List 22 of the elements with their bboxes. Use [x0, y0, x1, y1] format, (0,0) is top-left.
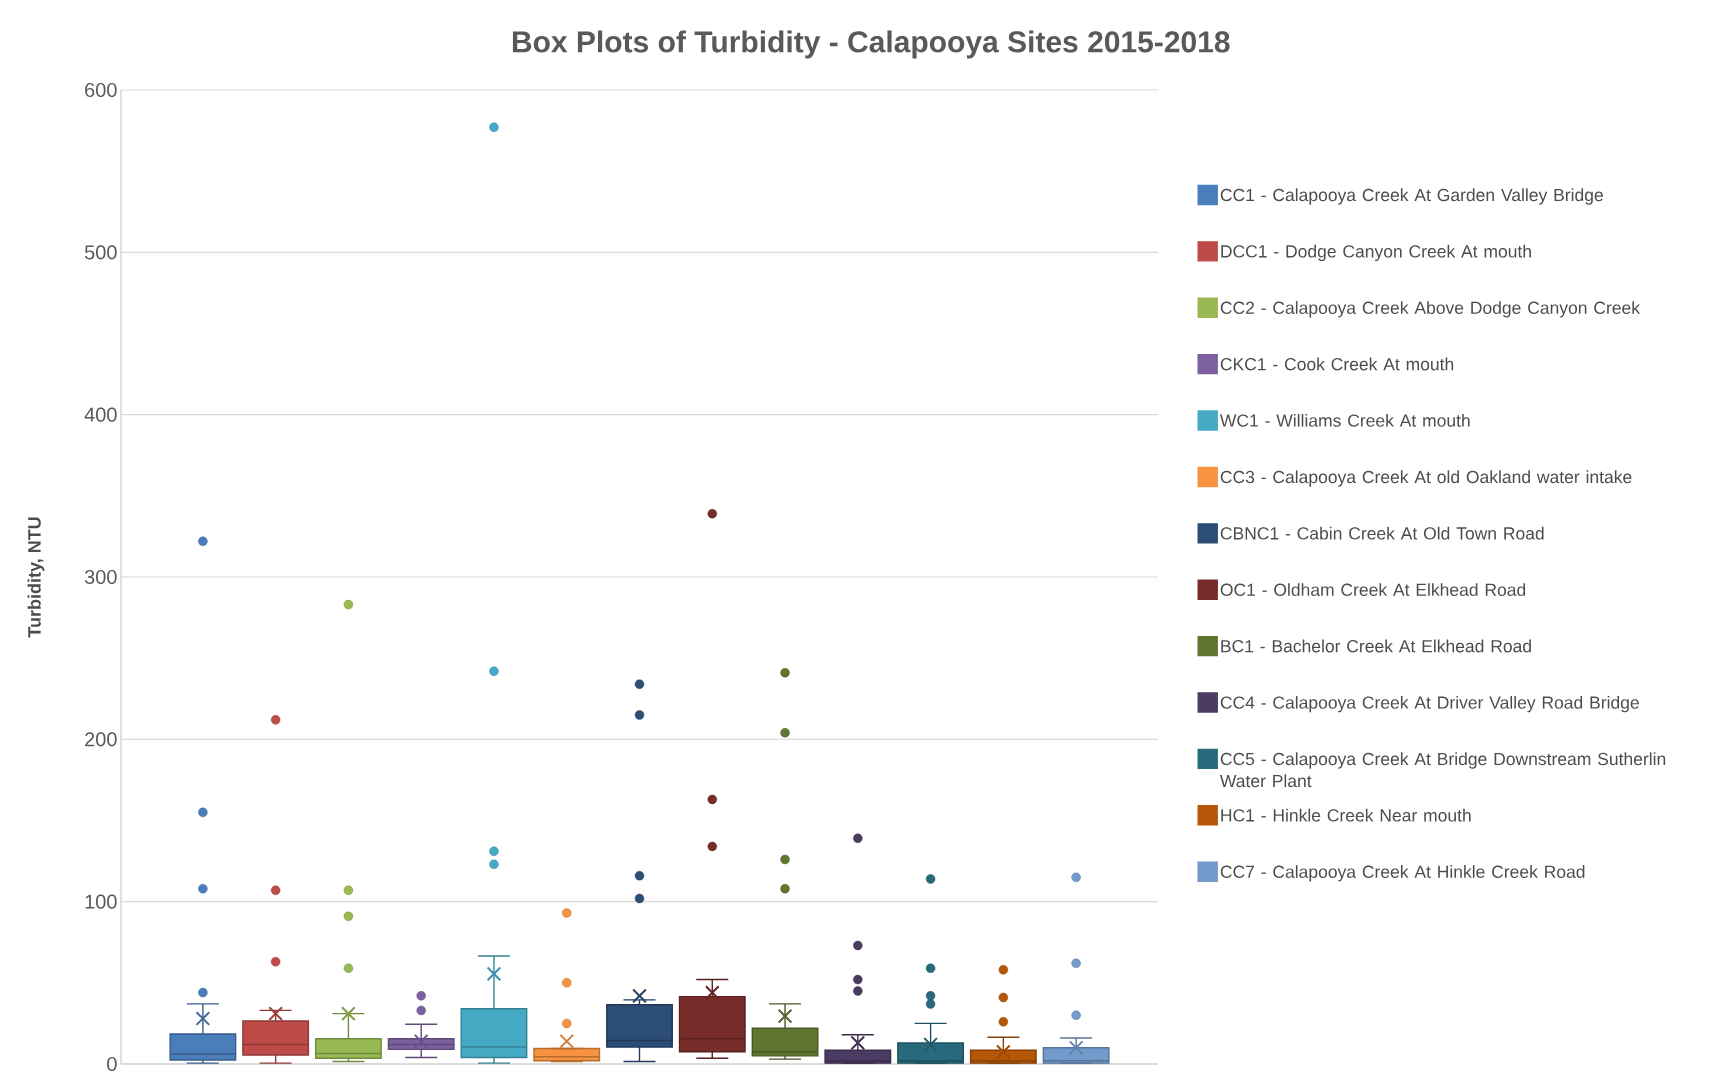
legend-label: CC5 - Calapooya Creek At Bridge Downstream Sutherlin Water Plant — [1219, 752, 1666, 788]
chart-title: Box Plots of Turbidity - Calapooya Sites 2015-2018 — [512, 30, 1230, 59]
y-axis-title: Turbidity, NTU — [27, 517, 45, 638]
y-tick-label: 500 — [84, 245, 117, 260]
legend-label: CC4 - Calapooya Creek At Driver Valley Road Bridge — [1220, 695, 1639, 713]
legend-label: DCC1 - Dodge Canyon Creek At mouth — [1221, 244, 1531, 262]
legend-label: CC7 - Calapooya Creek At Hinkle Creek Road — [1220, 865, 1585, 882]
legend-label: OC1 - Oldham Creek At Elkhead Road — [1220, 583, 1526, 596]
y-tick-label: 0 — [107, 1056, 117, 1072]
legend-label: CC3 - Calapooya Creek At old Oakland water intake — [1220, 470, 1632, 487]
y-tick-label: 600 — [85, 82, 117, 98]
legend-label: WC1 - Williams Creek At mouth — [1219, 413, 1470, 427]
y-tick-label: 200 — [85, 732, 117, 747]
legend-label: CBNC1 - Cabin Creek At Old Town Road — [1220, 526, 1544, 540]
legend-label: HC1 - Hinkle Creek Near mouth — [1221, 808, 1471, 822]
legend-label: CC1 - Calapooya Creek At Garden Valley Bridge — [1220, 188, 1603, 205]
y-tick-label: 400 — [84, 407, 117, 422]
legend-label: CC2 - Calapooya Creek Above Dodge Canyon Creek — [1220, 301, 1641, 318]
legend-label: CKC1 - Cook Creek At mouth — [1220, 357, 1454, 371]
legend-label: BC1 - Bachelor Creek At Elkhead Road — [1221, 639, 1531, 653]
y-tick-label: 300 — [84, 569, 117, 585]
y-tick-label: 100 — [85, 894, 117, 909]
